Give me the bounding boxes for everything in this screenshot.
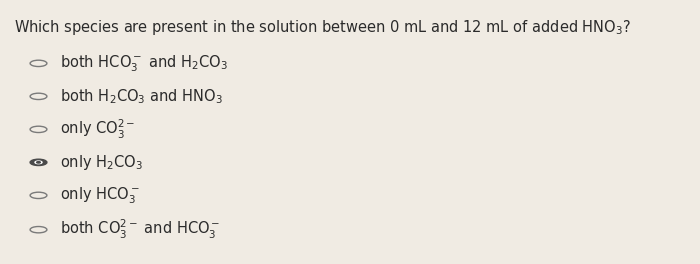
Text: Which species are present in the solution between 0 mL and 12 mL of added HNO$_3: Which species are present in the solutio… xyxy=(14,18,631,37)
Text: both $\mathrm{H_2CO_3}$ and $\mathrm{HNO_3}$: both $\mathrm{H_2CO_3}$ and $\mathrm{HNO… xyxy=(60,87,223,106)
Circle shape xyxy=(36,162,41,163)
Text: only $\mathrm{CO_3^{2-}}$: only $\mathrm{CO_3^{2-}}$ xyxy=(60,118,135,141)
Text: only $\mathrm{HCO_3^-}$: only $\mathrm{HCO_3^-}$ xyxy=(60,185,139,206)
Text: only $\mathrm{H_2CO_3}$: only $\mathrm{H_2CO_3}$ xyxy=(60,153,143,172)
Circle shape xyxy=(30,159,47,166)
Text: both $\mathrm{HCO_3^-}$ and $\mathrm{H_2CO_3}$: both $\mathrm{HCO_3^-}$ and $\mathrm{H_2… xyxy=(60,53,228,74)
Text: both $\mathrm{CO_3^{2-}}$ and $\mathrm{HCO_3^-}$: both $\mathrm{CO_3^{2-}}$ and $\mathrm{H… xyxy=(60,218,220,241)
Circle shape xyxy=(35,161,42,164)
